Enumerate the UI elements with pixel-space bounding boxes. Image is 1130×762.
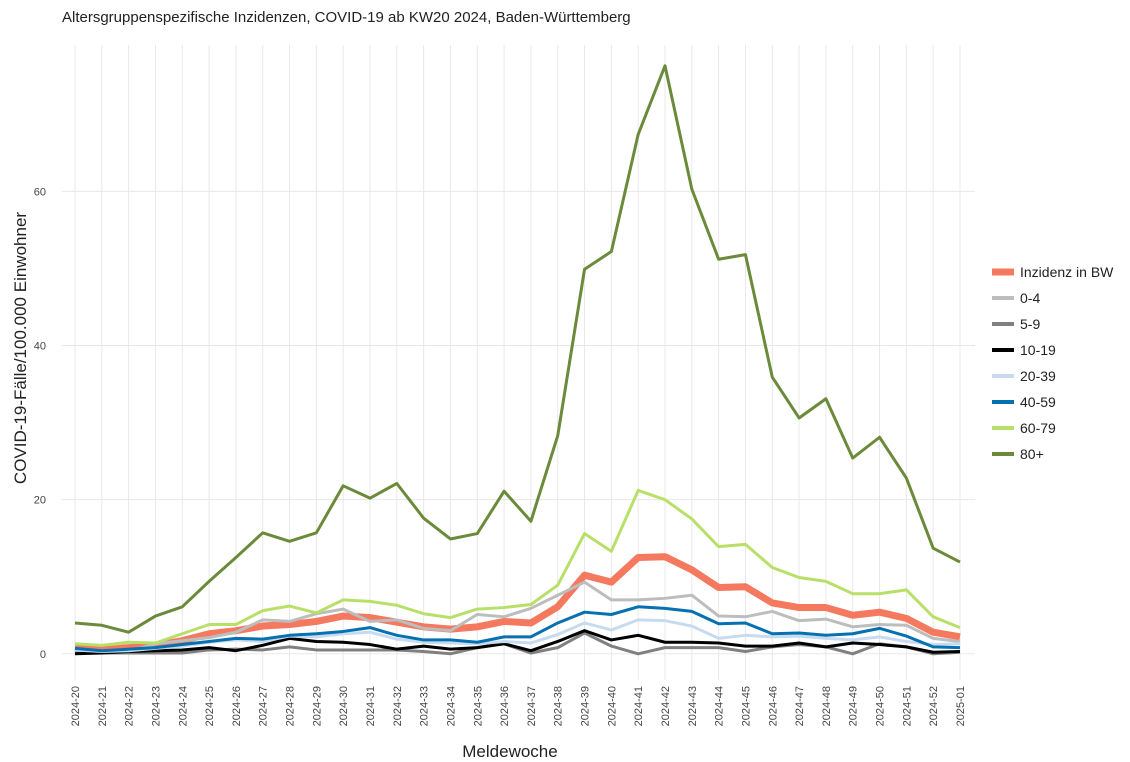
y-tick-label: 40 <box>34 341 46 353</box>
x-tick-label: 2024-25 <box>204 686 216 726</box>
series-line <box>74 553 961 654</box>
x-tick-label: 2024-52 <box>928 686 940 726</box>
x-tick-label: 2024-51 <box>901 686 913 726</box>
legend-label: 5-9 <box>1020 316 1040 332</box>
x-tick-label: 2024-37 <box>526 686 538 726</box>
series-line <box>74 64 961 634</box>
y-axis-title: COVID-19-Fälle/100.000 Einwohner <box>11 212 30 484</box>
legend-label: 40-59 <box>1020 394 1056 410</box>
x-tick-label: 2024-41 <box>633 686 645 726</box>
x-tick-label: 2024-26 <box>231 686 243 726</box>
x-tick-label: 2024-38 <box>553 686 565 726</box>
legend-label: 20-39 <box>1020 368 1056 384</box>
x-tick-label: 2024-32 <box>392 686 404 726</box>
y-tick-label: 20 <box>34 495 46 507</box>
x-tick-label: 2024-21 <box>97 686 109 726</box>
x-tick-label: 2024-23 <box>150 686 162 726</box>
legend-label: Inzidenz in BW <box>1020 264 1114 280</box>
x-tick-label: 2024-48 <box>821 686 833 726</box>
x-tick-label: 2024-20 <box>70 686 82 726</box>
x-tick-label: 2024-45 <box>740 686 752 726</box>
x-tick-label: 2024-34 <box>445 686 457 726</box>
legend-label: 0-4 <box>1020 290 1040 306</box>
x-tick-label: 2024-50 <box>875 686 887 726</box>
x-tick-label: 2024-22 <box>124 686 136 726</box>
x-tick-label: 2024-43 <box>687 686 699 726</box>
x-tick-label: 2025-01 <box>955 686 967 726</box>
x-tick-label: 2024-31 <box>365 686 377 726</box>
legend-label: 60-79 <box>1020 420 1056 436</box>
series-line <box>74 629 961 656</box>
x-tick-label: 2024-47 <box>794 686 806 726</box>
y-tick-label: 0 <box>40 649 46 661</box>
x-axis-title: Meldewoche <box>462 742 557 761</box>
x-tick-label: 2024-29 <box>311 686 323 726</box>
x-tick-label: 2024-40 <box>606 686 618 726</box>
x-tick-label: 2024-42 <box>660 686 672 726</box>
x-tick-label: 2024-30 <box>338 686 350 726</box>
series-line <box>74 580 961 653</box>
x-tick-label: 2024-36 <box>499 686 511 726</box>
x-tick-label: 2024-33 <box>419 686 431 726</box>
series-line <box>74 488 961 647</box>
x-tick-label: 2024-35 <box>472 686 484 726</box>
x-tick-label: 2024-44 <box>714 686 726 726</box>
x-tick-label: 2024-28 <box>285 686 297 726</box>
legend-label: 80+ <box>1020 446 1044 462</box>
x-tick-label: 2024-27 <box>258 686 270 726</box>
x-tick-label: 2024-24 <box>177 686 189 726</box>
legend-label: 10-19 <box>1020 342 1056 358</box>
x-tick-label: 2024-46 <box>767 686 779 726</box>
y-tick-label: 60 <box>34 186 46 198</box>
x-tick-label: 2024-49 <box>848 686 860 726</box>
chart-title: Altersgruppenspezifische Inzidenzen, COV… <box>62 9 631 26</box>
x-tick-label: 2024-39 <box>580 686 592 726</box>
series-line <box>74 605 961 653</box>
